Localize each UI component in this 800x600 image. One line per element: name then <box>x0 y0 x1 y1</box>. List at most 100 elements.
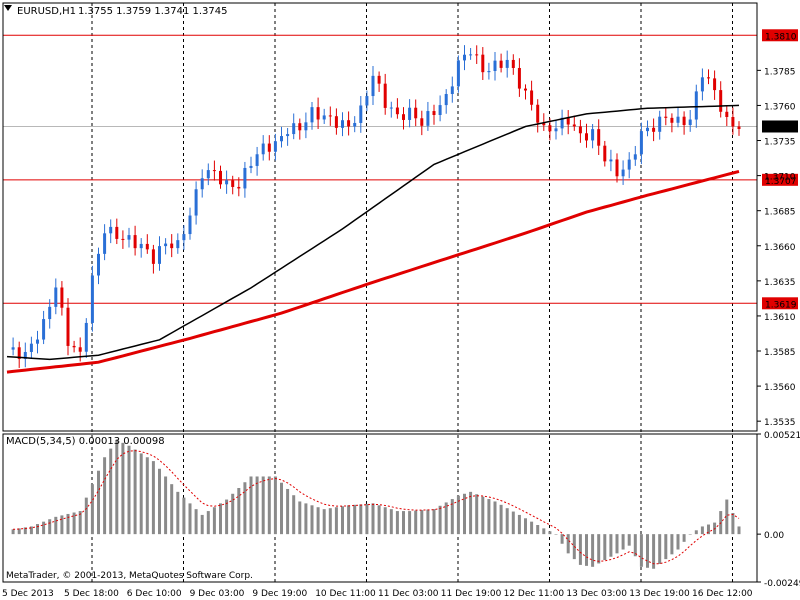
macd-bar <box>542 528 546 535</box>
candle-body <box>444 94 448 106</box>
macd-bar <box>127 445 131 535</box>
candle-body <box>316 107 320 120</box>
candle-body <box>389 107 393 109</box>
macd-bar <box>109 448 113 535</box>
candle-body <box>682 116 686 126</box>
macd-bar <box>97 470 100 535</box>
candle-body <box>328 115 332 117</box>
candle-body <box>286 134 290 137</box>
macd-bar <box>139 453 143 535</box>
candle-body <box>676 116 680 123</box>
macd-bar <box>237 488 241 535</box>
candle-body <box>200 178 204 190</box>
copyright-text: MetaTrader, © 2001-2013, MetaQuotes Soft… <box>6 571 253 581</box>
macd-bar <box>347 505 351 535</box>
macd-bar <box>383 507 387 535</box>
macd-bar <box>646 534 649 568</box>
macd-bar <box>219 503 222 535</box>
candle-body <box>145 243 149 250</box>
candle-body <box>334 116 338 128</box>
candle-body <box>402 114 405 120</box>
macd-bar <box>115 439 119 535</box>
y-tick-label: 1.3785 <box>764 67 796 77</box>
candle-body <box>542 122 546 126</box>
candle-body <box>310 107 314 123</box>
macd-bar <box>639 534 643 567</box>
macd-bar <box>469 491 473 535</box>
macd-bar <box>591 534 595 567</box>
macd-bar <box>621 534 625 550</box>
candle-body <box>578 126 582 134</box>
macd-bar <box>511 511 515 535</box>
macd-bar <box>121 442 125 535</box>
candle-body <box>481 54 485 73</box>
macd-bar <box>566 534 570 554</box>
candle-body <box>151 249 155 264</box>
candle-body <box>158 246 161 264</box>
candle-body <box>219 170 222 185</box>
macd-bar <box>530 521 534 535</box>
candle-body <box>560 117 564 129</box>
y-tick-label: 1.3710 <box>764 173 796 183</box>
macd-bar <box>23 527 27 535</box>
candle-body <box>603 145 607 162</box>
y-tick-label: 1.3660 <box>764 243 796 253</box>
level-tag <box>762 173 798 186</box>
macd-bar <box>151 461 155 535</box>
macd-bar <box>505 508 509 535</box>
main-panel-frame <box>2 2 758 432</box>
triangle-down-icon[interactable] <box>4 5 12 11</box>
macd-bar <box>36 524 39 535</box>
candle-body <box>524 88 527 91</box>
macd-bar <box>316 507 320 535</box>
macd-bar <box>395 511 399 535</box>
candle-body <box>11 347 15 350</box>
macd-bar <box>310 505 314 535</box>
candle-body <box>633 154 637 160</box>
macd-bar <box>524 518 527 535</box>
candle-body <box>414 107 418 119</box>
macd-bar <box>438 505 442 535</box>
x-tick-label: 5 Dec 18:00 <box>64 589 119 599</box>
macd-bar <box>170 484 174 535</box>
x-tick-label: 5 Dec 2013 <box>2 589 54 599</box>
candle-body <box>115 226 119 239</box>
horizontal-levels[interactable]: 1.3810 1.3707 1.3619 1.3745 <box>3 29 798 310</box>
candle-body <box>243 167 247 189</box>
x-tick-label: 16 Dec 12:00 <box>692 589 753 599</box>
candle-body <box>566 117 570 125</box>
panel-frames <box>2 2 758 583</box>
macd-bar <box>292 495 296 535</box>
candle-body <box>737 126 741 129</box>
macd-bar <box>54 516 58 535</box>
candle-body <box>341 120 344 128</box>
candle-body <box>72 345 76 348</box>
candle-body <box>255 154 259 166</box>
macd-bar <box>517 514 521 535</box>
candle-body <box>103 233 107 254</box>
macd-bar <box>481 496 485 535</box>
candle-body <box>347 120 351 127</box>
candle-body <box>267 143 271 152</box>
macd-bar <box>255 476 259 535</box>
candle-body <box>505 59 509 68</box>
x-tick-label: 11 Dec 19:00 <box>441 589 502 599</box>
candle-body <box>597 129 601 146</box>
candle-body <box>652 127 656 132</box>
candle-body <box>42 319 46 340</box>
macd-bar <box>688 534 692 535</box>
candle-body <box>280 136 283 142</box>
candle-body <box>420 118 424 126</box>
candle-body <box>212 170 216 172</box>
candle-body <box>182 234 186 241</box>
x-tick-label: 9 Dec 19:00 <box>252 589 307 599</box>
macd-bar <box>456 495 460 535</box>
candle-body <box>456 60 460 87</box>
candle-body <box>194 189 198 216</box>
candle-body <box>127 235 131 240</box>
candle-body <box>493 60 497 72</box>
macd-bar <box>676 534 680 550</box>
macd-bar <box>188 503 192 535</box>
